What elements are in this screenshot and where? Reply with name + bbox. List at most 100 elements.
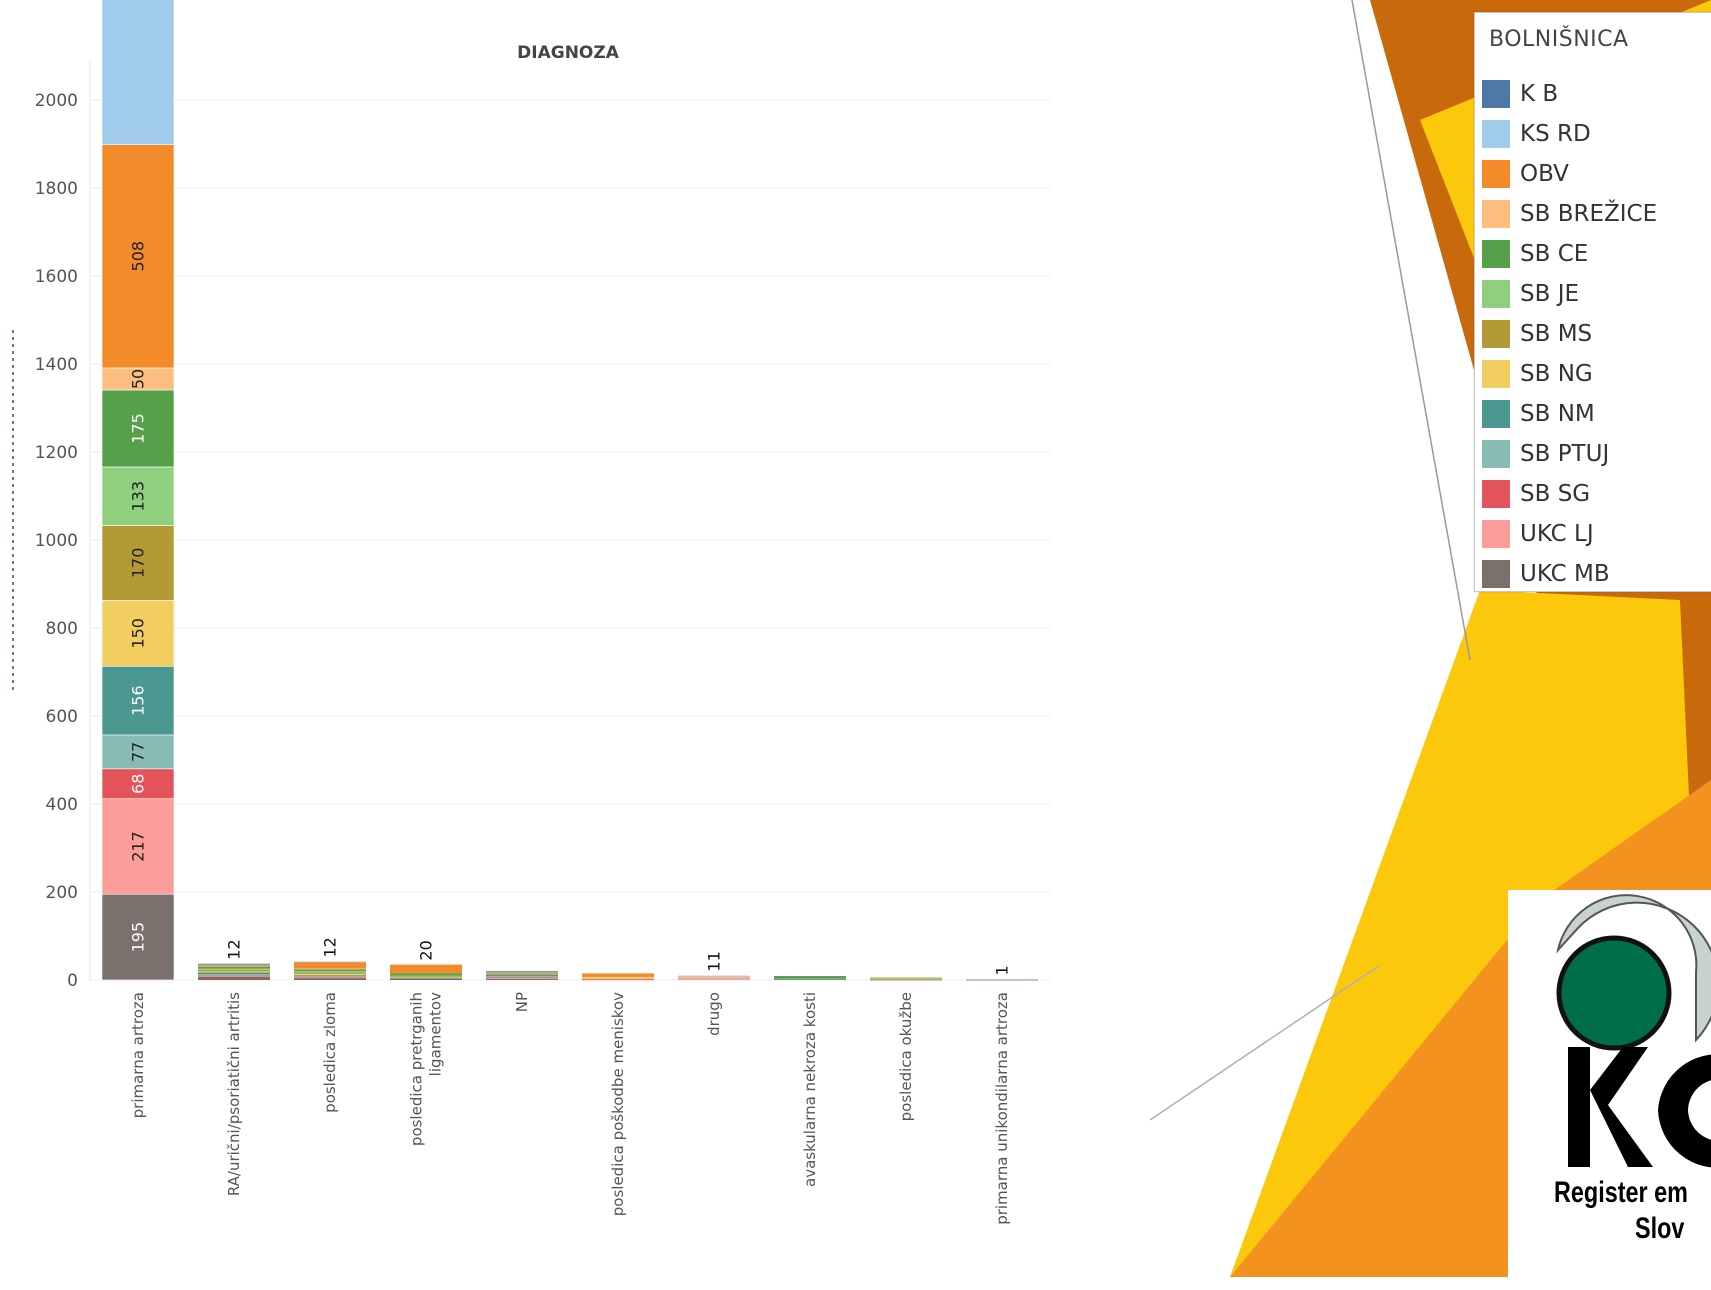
y-tick-label: 1600 (35, 267, 78, 287)
bar-segment (198, 971, 270, 973)
x-category-label: RA/urični/psoriatični artritis (225, 992, 243, 1196)
bar-segment (294, 976, 366, 977)
x-category-label: posledica poškodbe meniskov (609, 992, 627, 1216)
bar-segment (486, 976, 558, 978)
bar-segment (198, 965, 270, 966)
legend-swatch (1482, 360, 1510, 388)
bar-segment (294, 961, 366, 963)
bar-segment (390, 978, 462, 980)
bar-segment (101, 893, 175, 981)
logo-text-line1: Register em (1554, 1176, 1688, 1209)
data-label: 150 (129, 618, 148, 649)
bar-segment (198, 976, 270, 977)
bar-segment (582, 979, 654, 980)
legend-item[interactable]: SB NG (1482, 354, 1657, 394)
bar-segment (101, 768, 175, 800)
data-label: 77 (129, 742, 148, 762)
bar-segment (294, 977, 366, 979)
legend-swatch (1482, 200, 1510, 228)
data-label: 170 (129, 548, 148, 579)
bar-segment (870, 977, 942, 979)
legend-swatch (1482, 240, 1510, 268)
bar-total-label: 12 (321, 937, 340, 957)
legend-swatch (1482, 280, 1510, 308)
legend-item[interactable]: SB CE (1482, 234, 1657, 274)
bar-segment (486, 973, 558, 975)
bar-segment (774, 978, 846, 980)
bar-segment (294, 977, 366, 980)
legend-label: K B (1520, 81, 1559, 107)
bar-segment (486, 973, 558, 975)
bar-total-label: 20 (417, 940, 436, 960)
x-category-label: posledica zloma (321, 992, 339, 1113)
bar-segment (294, 976, 366, 978)
bar-segment (294, 968, 366, 970)
legend-item[interactable]: K B (1482, 74, 1657, 114)
bar-segment (198, 972, 270, 975)
bar-segment (101, 144, 175, 369)
y-tick-label: 800 (46, 619, 78, 639)
decor-line-top (1351, 0, 1471, 661)
x-category-label: ligamentov (427, 992, 445, 1076)
decor-line-bottom (1149, 964, 1381, 1121)
bar-segment (101, 0, 175, 145)
logo-arc-icon (1556, 894, 1711, 1043)
bar-segment (198, 975, 270, 977)
bar-segment (198, 966, 270, 969)
bar-segment (486, 972, 558, 974)
chart-gridlines (90, 99, 1050, 981)
legend-label: SB CE (1520, 241, 1589, 267)
bar-segment (294, 969, 366, 972)
y-tick-label: 600 (46, 707, 78, 727)
stacked-bar-chart: 0 200 400 600 800 1000 1200 1400 1600 1800 2000 19… (12, 0, 1050, 1225)
legend-item[interactable]: SB NM (1482, 394, 1657, 434)
legend-item[interactable]: UKC LJ (1482, 514, 1657, 554)
logo-letter-k-arm (1590, 1047, 1653, 1167)
legend-item[interactable]: SB PTUJ (1482, 434, 1657, 474)
x-category-label: posledica okužbe (897, 992, 915, 1121)
x-category-label: avaskularna nekroza kosti (801, 992, 819, 1187)
bar-segment (198, 963, 270, 965)
bar-segment (486, 971, 558, 972)
legend-item[interactable]: UKC MB (1482, 554, 1657, 594)
data-label: 156 (129, 685, 148, 716)
bar-segment (678, 975, 750, 977)
bar-segment (198, 964, 270, 966)
bar-segment (678, 977, 750, 980)
legend-label: SB MS (1520, 321, 1593, 347)
legend-item[interactable]: SB SG (1482, 474, 1657, 514)
y-tick-label: 1200 (35, 443, 78, 463)
legend-swatch (1482, 520, 1510, 548)
chart-title: DIAGNOZA (517, 43, 620, 63)
bar-segment (101, 389, 175, 468)
legend-item[interactable]: SB BREŽICE (1482, 194, 1657, 234)
logo-text-line2: Slov (1635, 1212, 1685, 1245)
bar-segment (198, 965, 270, 967)
bar-segment (486, 977, 558, 979)
bar-segment (390, 977, 462, 979)
bar-total-label: 1 (993, 965, 1012, 975)
legend-swatch (1482, 560, 1510, 588)
legend-label: SB JE (1520, 281, 1580, 307)
bar-segment (486, 972, 558, 974)
data-label: 175 (129, 413, 148, 444)
bar-segment (390, 964, 462, 974)
bar-segment (294, 961, 366, 969)
legend-item[interactable]: KS RD (1482, 114, 1657, 154)
bar-segment (678, 976, 750, 978)
y-tick-label: 2000 (35, 91, 78, 111)
legend-label: UKC MB (1520, 561, 1610, 587)
logo-green-circle-icon (1556, 935, 1672, 1051)
legend-label: KS RD (1520, 121, 1591, 147)
legend-item[interactable]: OBV (1482, 154, 1657, 194)
bar-segment (486, 978, 558, 980)
bar-segment (870, 978, 942, 980)
legend-label: UKC LJ (1520, 521, 1594, 547)
bar-segment (870, 979, 942, 981)
legend-label: SB PTUJ (1520, 441, 1610, 467)
legend-label: OBV (1520, 161, 1569, 187)
data-label: 133 (129, 481, 148, 512)
bar-segment (582, 979, 654, 981)
legend-item[interactable]: SB JE (1482, 274, 1657, 314)
legend-item[interactable]: SB MS (1482, 314, 1657, 354)
